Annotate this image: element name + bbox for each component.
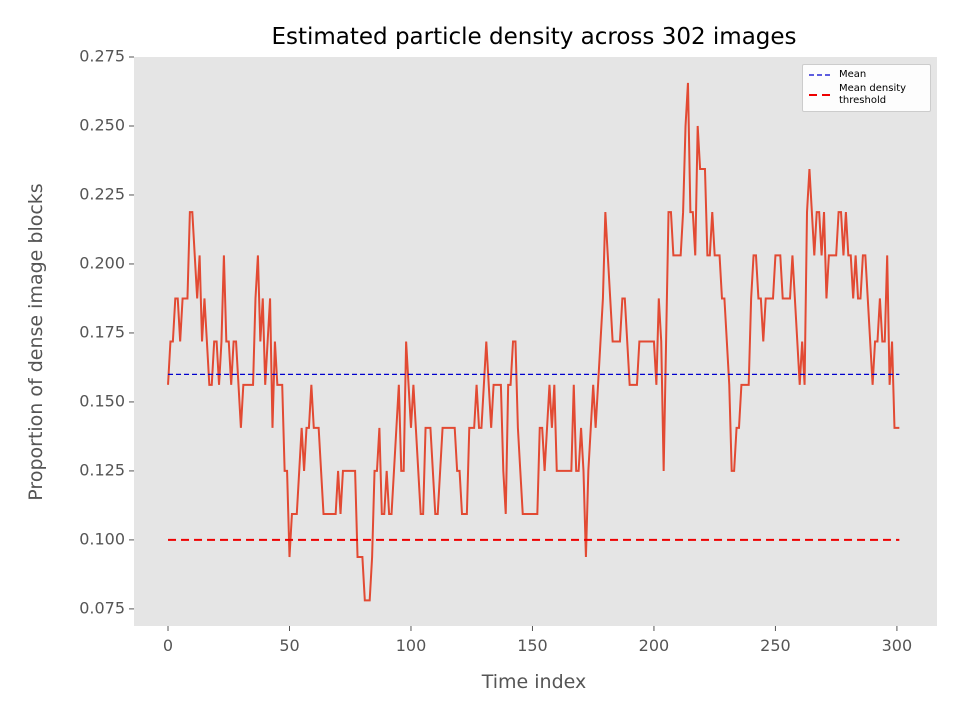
x-tick-label: 300 [882,636,913,655]
legend-label: Mean [839,69,867,80]
legend-swatch [809,94,831,96]
x-tick-label: 0 [163,636,173,655]
x-tick-label: 250 [760,636,791,655]
y-tick-label: 0.175 [79,322,125,341]
legend-swatch [809,74,831,76]
y-tick-label: 0.275 [79,47,125,66]
x-tick-label: 50 [279,636,299,655]
x-tick-label: 200 [639,636,670,655]
x-axis-label: Time index [481,671,587,693]
y-tick-label: 0.225 [79,184,125,203]
y-tick-label: 0.100 [79,529,125,548]
y-tick-label: 0.250 [79,115,125,134]
x-tick-label: 150 [517,636,548,655]
y-axis-label: Proportion of dense image blocks [25,183,47,500]
x-tick-label: 100 [396,636,427,655]
chart-title: Estimated particle density across 302 im… [271,24,796,50]
legend-item: Mean [807,69,926,81]
legend: Mean Mean density threshold [802,64,931,112]
y-tick-label: 0.075 [79,598,125,617]
legend-item: Mean density threshold [807,83,926,107]
y-tick-label: 0.150 [79,391,125,410]
line-series [167,82,900,602]
legend-label: Mean density threshold [839,83,907,106]
y-tick-label: 0.125 [79,460,125,479]
y-tick-label: 0.200 [79,253,125,272]
